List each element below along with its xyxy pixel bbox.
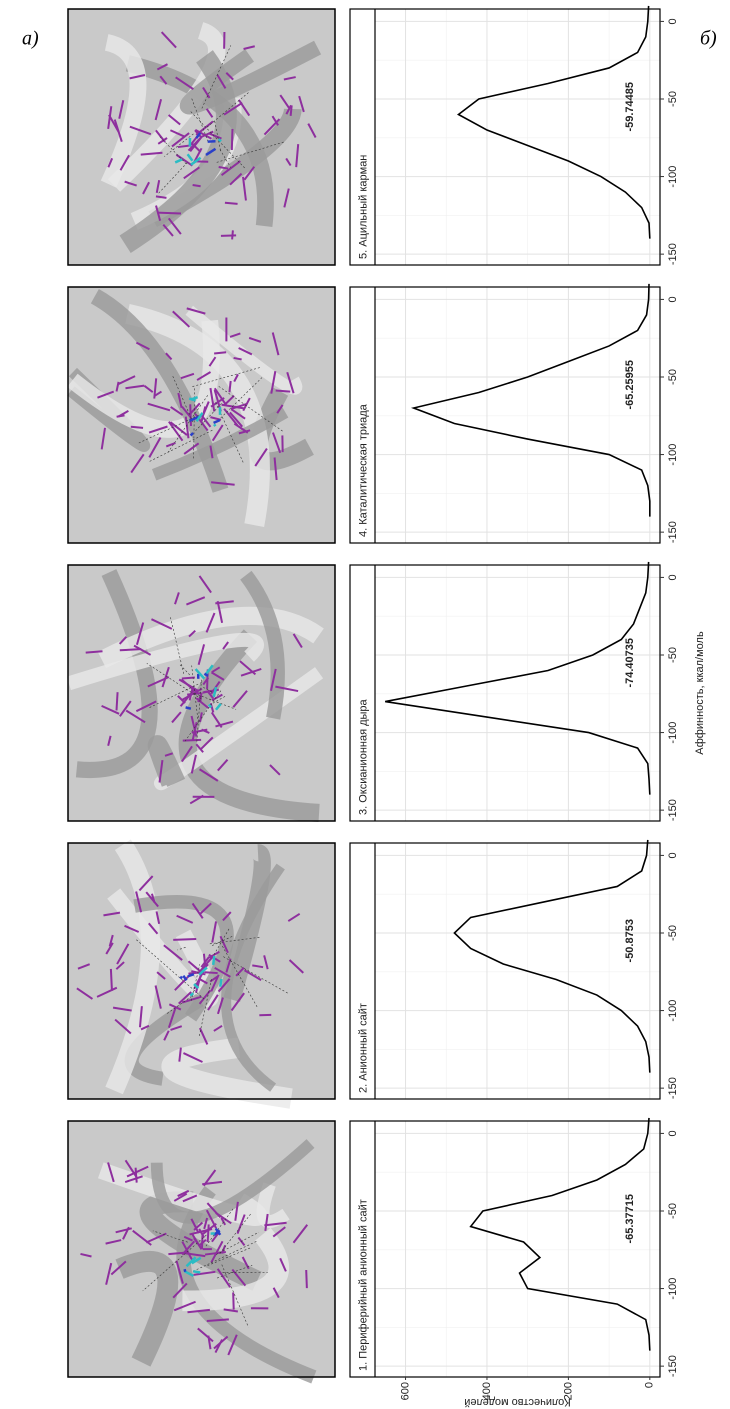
plot-bg <box>375 1121 660 1377</box>
x-tick-label: -100 <box>667 722 679 744</box>
strip-title: 1. Периферийный анионный сайт <box>357 1199 369 1371</box>
residue-stick <box>214 352 226 353</box>
plot-bg <box>375 565 660 821</box>
molecule-image <box>68 1121 335 1377</box>
x-tick-label: -50 <box>667 91 679 107</box>
ligand-stick <box>193 1271 200 1272</box>
residue-stick <box>208 1224 209 1242</box>
strip-title: 5. Ацильный карман <box>357 155 369 259</box>
strip-title: 4. Каталитическая триада <box>357 403 369 537</box>
residue-stick <box>120 649 141 650</box>
residue-stick <box>225 203 238 204</box>
annotation: -74.40735 <box>624 638 636 688</box>
x-tick-label: 0 <box>667 18 679 24</box>
x-tick-label: -100 <box>667 1000 679 1022</box>
residue-stick <box>190 404 191 426</box>
x-tick-label: 0 <box>667 1130 679 1136</box>
page: а) б) 1. Периферийный анионный сайт -65.3… <box>0 0 730 1409</box>
plot-bg <box>375 287 660 543</box>
y-axis-title: Количество моделей <box>464 1396 570 1408</box>
residue-stick <box>276 391 291 392</box>
ligand-stick <box>214 424 215 426</box>
x-tick-label: 0 <box>667 574 679 580</box>
x-tick-label: -150 <box>667 1077 679 1099</box>
residue-stick <box>111 969 112 991</box>
strip-title: 3. Оксианионная дыра <box>357 698 369 815</box>
y-tick-label: 600 <box>399 1382 411 1400</box>
x-tick-label: 0 <box>667 852 679 858</box>
rotated-figure: 1. Периферийный анионный сайт -65.37715 -1… <box>68 6 706 1408</box>
ligand-stick <box>185 1269 186 1272</box>
strip-title: 2. Анионный сайт <box>357 1003 369 1093</box>
annotation: -59.74485 <box>624 82 636 132</box>
plot-bg <box>375 843 660 1099</box>
ligand-stick <box>213 956 214 965</box>
x-tick-label: 0 <box>667 296 679 302</box>
residue-stick <box>136 1168 137 1183</box>
residue-stick <box>86 651 103 652</box>
residue-stick <box>200 693 201 702</box>
ligand-stick <box>180 977 182 979</box>
ligand-stick <box>219 139 221 141</box>
residue-stick <box>229 381 230 392</box>
x-tick-label: -100 <box>667 444 679 466</box>
x-axis-title: Аффинность, ккал/моль <box>694 631 706 755</box>
annotation: -65.25955 <box>624 360 636 410</box>
x-tick-label: -150 <box>667 799 679 821</box>
molecule-image <box>68 9 335 265</box>
molecule-image <box>68 843 335 1099</box>
residue-stick <box>117 692 118 710</box>
annotation: -50.8753 <box>624 919 636 962</box>
residue-stick <box>233 1293 234 1310</box>
x-tick-label: -50 <box>667 1203 679 1219</box>
x-tick-label: -150 <box>667 521 679 543</box>
x-tick-label: -50 <box>667 925 679 941</box>
molecule-image <box>68 287 335 543</box>
x-tick-label: -100 <box>667 166 679 188</box>
ligand-stick <box>220 979 221 987</box>
plot-bg <box>375 9 660 265</box>
residue-stick <box>157 213 181 214</box>
panel-label: а) <box>22 28 39 50</box>
x-tick-label: -50 <box>667 647 679 663</box>
residue-stick <box>202 1235 203 1250</box>
x-tick-label: -150 <box>667 1355 679 1377</box>
residue-stick <box>205 972 218 973</box>
residue-stick <box>306 1270 307 1288</box>
x-tick-label: -150 <box>667 243 679 265</box>
panel-label: б) <box>700 28 717 50</box>
y-tick-label: 0 <box>644 1382 656 1388</box>
figure: а) б) 1. Периферийный анионный сайт -65.3… <box>0 0 730 1409</box>
residue-stick <box>156 196 167 197</box>
x-tick-label: -100 <box>667 1278 679 1300</box>
ligand-stick <box>186 707 191 708</box>
residue-stick <box>232 129 233 150</box>
residue-stick <box>173 939 196 940</box>
x-tick-label: -50 <box>667 369 679 385</box>
annotation: -65.37715 <box>624 1194 636 1244</box>
residue-stick <box>131 427 143 428</box>
residue-stick <box>193 185 201 186</box>
molecule-image <box>68 565 335 821</box>
